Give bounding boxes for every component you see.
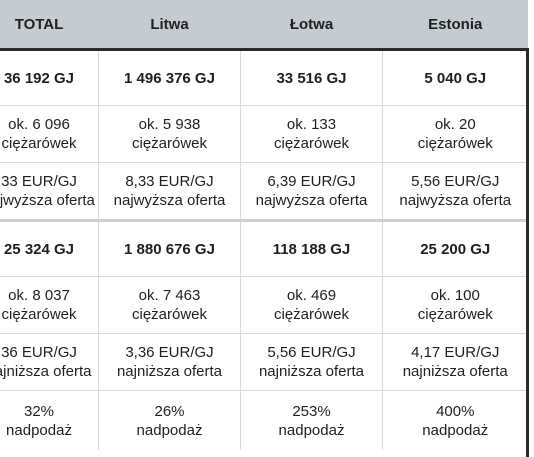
trucks-count: ok. 100 [430,287,480,304]
price-label: najwyższa oferta [399,192,512,209]
price-label: najniższa oferta [0,363,92,380]
trucks-count: ok. 469 [286,287,337,304]
price-estonia: 5,56 EUR/GJ najwyższa oferta [382,162,528,222]
price-label: najniższa oferta [258,363,365,380]
price-value: 3,36 EUR/GJ [125,344,214,361]
trucks-unit: ciężarówek [1,306,77,323]
trucks-count: ok. 7 463 [138,287,201,304]
trucks-total: ok. 8 037 ciężarówek [0,276,99,334]
trucks-unit: ciężarówek [131,306,208,323]
price-value: 6,39 EUR/GJ [267,173,356,190]
price-litwa: 3,36 EUR/GJ najniższa oferta [98,333,241,391]
trucks-litwa: ok. 7 463 ciężarówek [98,276,241,334]
surplus-estonia: 400% nadpodaż [382,390,528,450]
amount-total: 36 192 GJ [0,49,99,106]
amount-total: 25 324 GJ [0,220,99,277]
trucks-unit: ciężarówek [417,135,493,152]
trucks-row-2: ok. 8 037 ciężarówek ok. 7 463 ciężarówek … [0,276,528,334]
price-row-1: 33 EUR/GJ najwyższa oferta 8,33 EUR/GJ naj… [0,162,528,222]
surplus-litwa: 26% nadpodaż [98,390,241,450]
trucks-total: ok. 6 096 ciężarówek [0,105,99,163]
trucks-row-1: ok. 6 096 ciężarówek ok. 5 938 ciężarówek … [0,105,528,163]
trucks-estonia: ok. 100 ciężarówek [382,276,528,334]
table-right-border [526,48,529,457]
price-total: 36 EUR/GJ najniższa oferta [0,333,99,391]
surplus-label: nadpodaż [136,421,203,439]
price-value: 4,17 EUR/GJ [411,344,500,361]
trucks-unit: ciężarówek [273,135,350,152]
price-total: 33 EUR/GJ najwyższa oferta [0,162,99,222]
amount-estonia: 25 200 GJ [382,220,528,277]
surplus-label: nadpodaż [422,421,489,439]
amount-lotwa: 118 188 GJ [240,220,383,277]
trucks-unit: ciężarówek [273,306,350,323]
surplus-percent: 400% [436,402,475,420]
trucks-unit: ciężarówek [417,306,493,323]
trucks-count: ok. 8 037 [8,287,70,304]
trucks-estonia: ok. 20 ciężarówek [382,105,528,163]
amount-litwa: 1 496 376 GJ [98,49,241,106]
trucks-lotwa: ok. 133 ciężarówek [240,105,383,163]
price-litwa: 8,33 EUR/GJ najwyższa oferta [98,162,241,222]
price-value: 33 EUR/GJ [1,173,77,190]
header-lotwa: Łotwa [240,0,383,51]
amount-litwa: 1 880 676 GJ [98,220,241,277]
surplus-percent: 32% [23,402,55,420]
surplus-percent: 253% [292,402,331,420]
surplus-row: 32% nadpodaż 26% nadpodaż 253% nadpodaż 400… [0,390,528,450]
surplus-total: 32% nadpodaż [0,390,99,450]
price-label: najwyższa oferta [0,192,95,209]
trucks-unit: ciężarówek [1,135,77,152]
price-value: 5,56 EUR/GJ [411,173,500,190]
price-label: najniższa oferta [116,363,223,380]
trucks-count: ok. 5 938 [138,116,201,133]
trucks-count: ok. 20 [434,116,476,133]
surplus-label: nadpodaż [6,421,72,439]
price-lotwa: 5,56 EUR/GJ najniższa oferta [240,333,383,391]
trucks-count: ok. 6 096 [8,116,70,133]
header-estonia: Estonia [382,0,528,51]
price-value: 36 EUR/GJ [1,344,77,361]
price-estonia: 4,17 EUR/GJ najniższa oferta [382,333,528,391]
header-litwa: Litwa [98,0,241,51]
surplus-label: nadpodaż [278,421,345,439]
comparison-table: TOTAL Litwa Łotwa Estonia 36 192 GJ 1 49… [0,0,528,450]
price-value: 8,33 EUR/GJ [125,173,214,190]
price-value: 5,56 EUR/GJ [267,344,356,361]
trucks-lotwa: ok. 469 ciężarówek [240,276,383,334]
trucks-unit: ciężarówek [131,135,208,152]
surplus-lotwa: 253% nadpodaż [240,390,383,450]
amount-estonia: 5 040 GJ [382,49,528,106]
price-label: najwyższa oferta [255,192,368,209]
price-row-2: 36 EUR/GJ najniższa oferta 3,36 EUR/GJ naj… [0,333,528,391]
amount-lotwa: 33 516 GJ [240,49,383,106]
price-lotwa: 6,39 EUR/GJ najwyższa oferta [240,162,383,222]
trucks-litwa: ok. 5 938 ciężarówek [98,105,241,163]
header-total: TOTAL [0,0,99,51]
amount-row-1: 36 192 GJ 1 496 376 GJ 33 516 GJ 5 040 G… [0,49,528,106]
trucks-count: ok. 133 [286,116,337,133]
price-label: najniższa oferta [402,363,508,380]
amount-row-2: 25 324 GJ 1 880 676 GJ 118 188 GJ 25 200… [0,220,528,277]
price-label: najwyższa oferta [113,192,226,209]
surplus-percent: 26% [154,402,185,420]
header-row: TOTAL Litwa Łotwa Estonia [0,0,528,51]
